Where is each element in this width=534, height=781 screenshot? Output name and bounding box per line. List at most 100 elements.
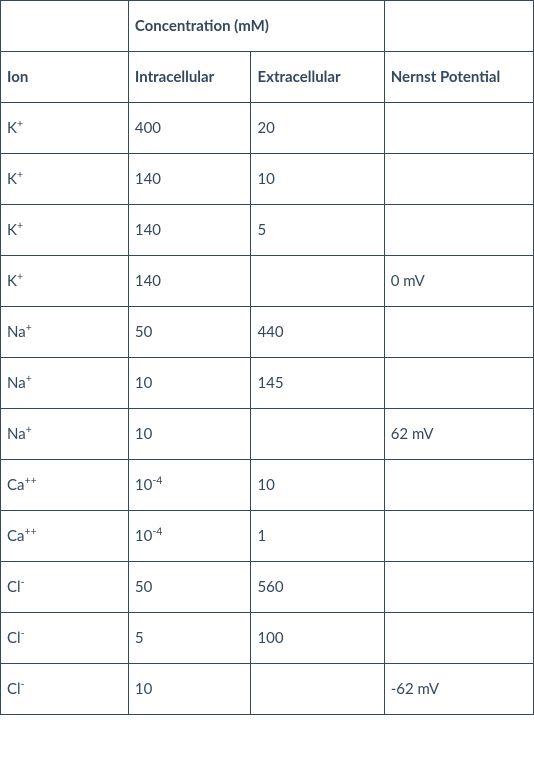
ion-charge: + bbox=[17, 169, 23, 181]
table-row: Na+10 62 mV bbox=[1, 409, 534, 460]
intracellular-cell: 140 bbox=[128, 154, 251, 205]
extracellular-cell: 1 bbox=[251, 511, 384, 562]
header-blank-1 bbox=[1, 1, 129, 52]
ion-charge: - bbox=[21, 679, 25, 691]
table-body: K+40020K+14010K+1405K+1400 mVNa+50440Na+… bbox=[1, 103, 534, 715]
ion-symbol: Na bbox=[7, 425, 26, 443]
intracellular-cell: 140 bbox=[128, 205, 251, 256]
ion-symbol: Na bbox=[7, 323, 26, 341]
intracellular-cell: 140 bbox=[128, 256, 251, 307]
extracellular-cell: 5 bbox=[251, 205, 384, 256]
ion-charge: ++ bbox=[24, 526, 36, 538]
intracellular-cell: 10-4 bbox=[128, 460, 251, 511]
nernst-cell bbox=[384, 103, 533, 154]
extracellular-cell bbox=[251, 664, 384, 715]
table-row: Ca++10-410 bbox=[1, 460, 534, 511]
ion-charge: - bbox=[21, 628, 25, 640]
header-ion: Ion bbox=[1, 52, 129, 103]
ion-charge: + bbox=[17, 220, 23, 232]
table-row: Cl-5100 bbox=[1, 613, 534, 664]
extracellular-cell bbox=[251, 256, 384, 307]
intracellular-cell: 400 bbox=[128, 103, 251, 154]
intracellular-cell: 10 bbox=[128, 358, 251, 409]
ion-symbol: K bbox=[7, 170, 17, 188]
header-row-1: Concentration (mM) bbox=[1, 1, 534, 52]
extracellular-cell: 20 bbox=[251, 103, 384, 154]
ion-symbol: Cl bbox=[7, 629, 21, 647]
ion-cell: K+ bbox=[1, 205, 129, 256]
header-extracellular: Extracellular bbox=[251, 52, 384, 103]
table-row: Na+10145 bbox=[1, 358, 534, 409]
header-nernst: Nernst Potential bbox=[384, 52, 533, 103]
nernst-cell: 0 mV bbox=[384, 256, 533, 307]
extracellular-cell: 145 bbox=[251, 358, 384, 409]
intra-base: 10 bbox=[135, 476, 152, 494]
intracellular-cell: 50 bbox=[128, 562, 251, 613]
nernst-cell bbox=[384, 613, 533, 664]
ion-cell: Na+ bbox=[1, 409, 129, 460]
table-row: K+40020 bbox=[1, 103, 534, 154]
ion-symbol: Cl bbox=[7, 578, 21, 596]
header-intracellular: Intracellular bbox=[128, 52, 251, 103]
intra-base: 10 bbox=[135, 527, 152, 545]
nernst-cell bbox=[384, 205, 533, 256]
extracellular-cell bbox=[251, 409, 384, 460]
ion-symbol: K bbox=[7, 272, 17, 290]
table-row: K+14010 bbox=[1, 154, 534, 205]
ion-symbol: K bbox=[7, 119, 17, 137]
nernst-cell bbox=[384, 511, 533, 562]
ion-cell: K+ bbox=[1, 154, 129, 205]
intracellular-cell: 5 bbox=[128, 613, 251, 664]
intra-exponent: -4 bbox=[152, 526, 162, 538]
ion-symbol: K bbox=[7, 221, 17, 239]
table-header: Concentration (mM) Ion Intracellular Ext… bbox=[1, 1, 534, 103]
intracellular-cell: 50 bbox=[128, 307, 251, 358]
ion-cell: Ca++ bbox=[1, 511, 129, 562]
ion-symbol: Na bbox=[7, 374, 26, 392]
nernst-cell bbox=[384, 358, 533, 409]
nernst-cell bbox=[384, 460, 533, 511]
table-row: Ca++10-41 bbox=[1, 511, 534, 562]
table-row: Na+50440 bbox=[1, 307, 534, 358]
intracellular-cell: 10 bbox=[128, 664, 251, 715]
extracellular-cell: 10 bbox=[251, 460, 384, 511]
extracellular-cell: 440 bbox=[251, 307, 384, 358]
header-concentration: Concentration (mM) bbox=[128, 1, 384, 52]
table-row: Cl-10-62 mV bbox=[1, 664, 534, 715]
ion-cell: K+ bbox=[1, 256, 129, 307]
ion-cell: Cl- bbox=[1, 562, 129, 613]
ion-charge: - bbox=[21, 577, 25, 589]
ion-charge: + bbox=[26, 373, 32, 385]
intracellular-cell: 10-4 bbox=[128, 511, 251, 562]
ion-symbol: Ca bbox=[7, 476, 24, 494]
ion-symbol: Cl bbox=[7, 680, 21, 698]
extracellular-cell: 10 bbox=[251, 154, 384, 205]
nernst-cell: -62 mV bbox=[384, 664, 533, 715]
ion-cell: K+ bbox=[1, 103, 129, 154]
extracellular-cell: 560 bbox=[251, 562, 384, 613]
ion-symbol: Ca bbox=[7, 527, 24, 545]
intracellular-cell: 10 bbox=[128, 409, 251, 460]
header-row-2: Ion Intracellular Extracellular Nernst P… bbox=[1, 52, 534, 103]
ion-charge: + bbox=[26, 424, 32, 436]
ion-cell: Ca++ bbox=[1, 460, 129, 511]
ion-charge: + bbox=[17, 271, 23, 283]
ion-charge: ++ bbox=[24, 475, 36, 487]
ion-cell: Na+ bbox=[1, 307, 129, 358]
table-row: Cl-50560 bbox=[1, 562, 534, 613]
ion-concentration-table: Concentration (mM) Ion Intracellular Ext… bbox=[0, 0, 534, 715]
header-blank-2 bbox=[384, 1, 533, 52]
extracellular-cell: 100 bbox=[251, 613, 384, 664]
nernst-cell bbox=[384, 307, 533, 358]
ion-charge: + bbox=[17, 118, 23, 130]
ion-charge: + bbox=[26, 322, 32, 334]
ion-cell: Cl- bbox=[1, 664, 129, 715]
nernst-cell bbox=[384, 562, 533, 613]
intra-exponent: -4 bbox=[152, 475, 162, 487]
ion-cell: Na+ bbox=[1, 358, 129, 409]
ion-cell: Cl- bbox=[1, 613, 129, 664]
table-row: K+1405 bbox=[1, 205, 534, 256]
nernst-cell: 62 mV bbox=[384, 409, 533, 460]
nernst-cell bbox=[384, 154, 533, 205]
table-row: K+140 0 mV bbox=[1, 256, 534, 307]
